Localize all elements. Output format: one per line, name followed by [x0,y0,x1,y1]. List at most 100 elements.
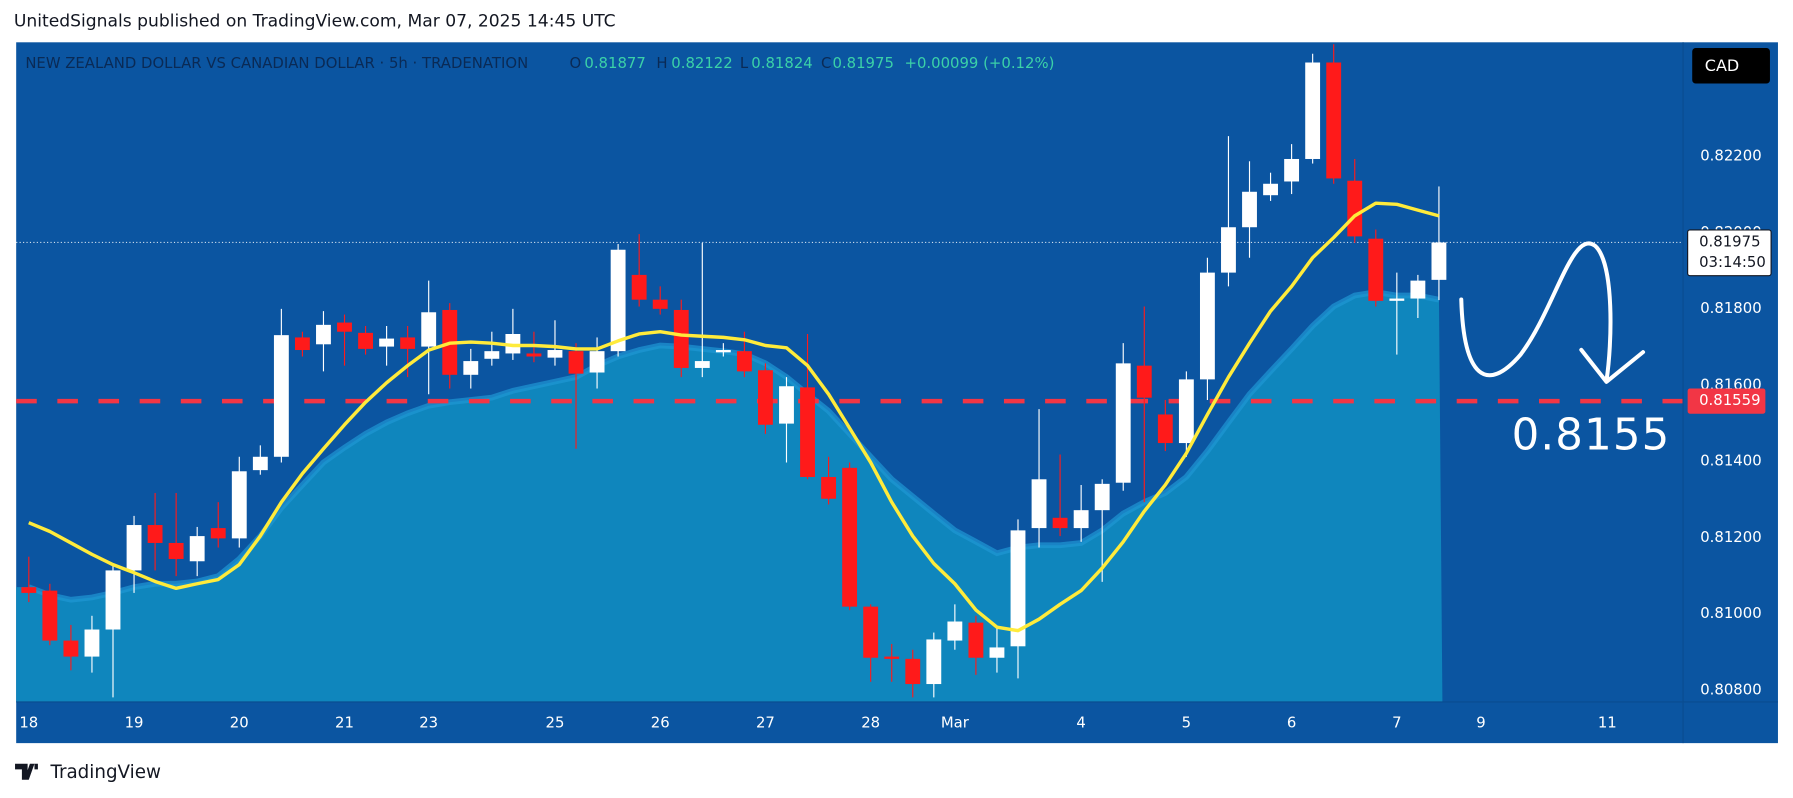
candle-body [1094,483,1110,511]
ohlc-change: +0.00099 (+0.12%) [905,54,1055,72]
candle-body [1115,363,1131,483]
candle-body [42,590,58,641]
candle-body [905,658,921,685]
candle-body [947,621,963,641]
candle-body [63,640,79,657]
candle-body [1157,414,1173,444]
candle-body [989,647,1005,658]
candle-body [126,525,142,571]
level-label: 0.81559 [1699,391,1760,409]
candle-body [1284,158,1300,182]
candle-body [1263,183,1278,196]
annotation: 0.8155 [1512,410,1671,460]
candle-body [1073,510,1089,529]
y-tick-label: 0.80800 [1700,681,1761,699]
x-tick-label: 21 [335,714,354,732]
candle-body [252,456,268,471]
last-price-label: 0.81975 [1699,232,1760,250]
x-tick-label: 20 [230,714,249,732]
candle-body [1031,479,1047,529]
currency-badge [1692,48,1770,84]
candle-body [779,386,794,424]
y-tick-label: 0.81000 [1700,604,1761,622]
candle-body [358,332,373,349]
ohlc-label: C [821,54,831,72]
candle-body [758,370,773,425]
x-tick-label: 4 [1076,714,1085,732]
candle-body [505,334,521,354]
x-tick-label: 5 [1182,714,1191,732]
candle-body [547,350,563,358]
candle-body [379,338,395,347]
candle-body [1410,280,1426,299]
candle-body [463,361,479,375]
candle-body [821,476,837,499]
candle-body [105,570,121,630]
candle-body [1052,517,1068,529]
currency: CAD [1705,56,1739,75]
candle-body [631,274,647,300]
x-tick-label: 11 [1598,714,1617,732]
candle-body [316,324,331,345]
y-tick-label: 0.81400 [1700,452,1761,470]
candle-body [1178,379,1194,444]
candle-body [610,249,626,352]
y-tick-label: 0.81200 [1700,528,1761,546]
candle-body [421,312,437,347]
x-tick-label: 27 [756,714,775,732]
candle-body [189,536,205,562]
symbol-title: NEW ZEALAND DOLLAR VS CANADIAN DOLLAR · … [25,54,528,72]
candle-body [715,350,731,353]
candle-body [926,639,942,685]
x-tick-label: 18 [19,714,38,732]
x-tick-label: 9 [1476,714,1485,732]
ohlc-label: L [740,54,749,72]
candle-body [968,622,984,658]
candle-body [231,471,247,539]
x-tick-label: 7 [1392,714,1401,732]
candle-body [1431,242,1447,280]
candle-body [337,322,352,332]
x-tick-label: 6 [1287,714,1296,732]
candle-body [694,361,710,368]
candle-body [273,335,289,457]
candle-body [673,309,689,368]
candle-body [84,629,100,657]
candle-body [863,606,879,658]
x-tick-label: 28 [861,714,880,732]
x-tick-label: 19 [125,714,144,732]
ohlc-value: 0.82122 [671,54,732,72]
header: UnitedSignals published on TradingView.c… [14,12,616,32]
y-tick-label: 0.82200 [1700,147,1761,165]
x-tick-label: Mar [941,714,970,732]
candle-body [1010,530,1026,647]
candle-body [526,353,542,357]
candle-body [842,467,858,607]
candle-body [1136,365,1152,398]
ohlc-label: H [656,54,667,72]
ohlc-value: 0.81975 [832,54,893,72]
candle-body [1368,238,1384,301]
drawn-arrow [1459,241,1646,384]
indicator-line [28,201,1440,633]
candle-body [400,337,416,349]
candle-body [168,542,184,559]
candle-body [294,337,310,351]
candle-body [736,351,752,372]
plot-area [16,44,1684,702]
candle-body [652,299,668,309]
candle-body [1242,191,1257,228]
x-tick-label: 26 [651,714,670,732]
level-badge [1687,388,1766,414]
ohlc-label: O [570,54,582,72]
candle-body [147,525,163,543]
footer: TradingView [49,762,161,783]
candle-body [589,351,605,373]
candle-body [1347,180,1363,237]
countdown: 03:14:50 [1699,253,1766,271]
ohlc-value: 0.81877 [584,54,645,72]
candle-body [1326,62,1342,179]
x-tick-label: 25 [546,714,565,732]
